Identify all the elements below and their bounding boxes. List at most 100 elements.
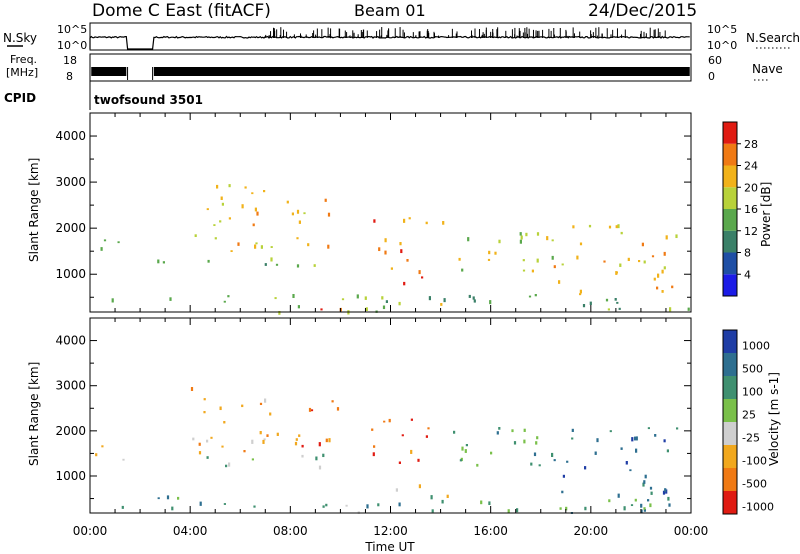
range-cell [318, 442, 321, 447]
range-cell [559, 507, 562, 510]
range-cell [656, 286, 659, 290]
colorbar-swatch [723, 165, 737, 188]
range-cell [498, 239, 501, 244]
range-cell [640, 509, 643, 513]
range-cell [607, 308, 610, 311]
xtick-label: 20:00 [574, 524, 609, 538]
beam-title: Beam 01 [354, 1, 426, 20]
range-cell [551, 452, 554, 458]
range-cell [294, 441, 298, 446]
xtick-label: 00:00 [73, 524, 108, 538]
range-cell [511, 429, 514, 433]
range-cell [410, 418, 413, 421]
range-cell [255, 242, 258, 245]
range-cell [385, 300, 388, 303]
range-cell [588, 224, 592, 228]
range-cell [399, 242, 402, 246]
range-cell [561, 263, 564, 266]
colorbar-swatch [723, 445, 737, 468]
range-cell [579, 293, 582, 296]
range-cell [417, 458, 420, 462]
time-axis: 00:00 04:00 08:00 12:00 16:00 20:00 00:00 [73, 113, 708, 538]
range-cell [582, 304, 586, 308]
range-cell [661, 290, 664, 293]
range-cell [643, 260, 646, 264]
range-cell [667, 496, 670, 501]
range-cell [467, 237, 470, 242]
range-cell [616, 301, 619, 304]
range-cell [324, 198, 327, 202]
range-cell [643, 480, 646, 484]
range-cell [418, 270, 421, 275]
range-cell [372, 452, 375, 457]
range-cell [398, 502, 401, 507]
range-cell [252, 223, 255, 227]
range-cell [206, 439, 209, 443]
colorbar-frame [722, 329, 738, 515]
range-cell [562, 474, 565, 478]
range-cell [296, 264, 300, 268]
range-cell [398, 301, 401, 306]
range-cell [643, 507, 646, 510]
range-cell [95, 453, 98, 457]
range-cell [530, 462, 533, 466]
range-cell [520, 235, 523, 240]
range-cell [336, 407, 340, 411]
range-cell [315, 456, 318, 461]
range-cell [666, 449, 669, 453]
range-cell [446, 494, 449, 498]
range-cell [551, 255, 554, 260]
range-cell [643, 509, 646, 512]
range-cell [298, 220, 301, 224]
range-cell [220, 196, 223, 200]
power-yticks: 4000 3000 2000 1000 [55, 129, 691, 298]
range-cell [297, 305, 300, 309]
range-cell [620, 231, 623, 235]
velocity-colorbar: 1000 500 100 25 -25 -100 -500 -1000 [722, 329, 774, 515]
range-cell [325, 503, 328, 507]
range-cell [671, 285, 674, 289]
range-cell [430, 495, 433, 500]
freq-band [153, 67, 690, 76]
range-cell [561, 490, 564, 494]
range-cell [223, 503, 226, 505]
range-cell [251, 458, 254, 461]
range-cell [320, 308, 323, 311]
range-cell [584, 506, 587, 511]
range-cell [617, 493, 620, 498]
range-cell [465, 444, 468, 447]
colorbar-tick-label: -25 [742, 432, 760, 445]
range-cell [103, 239, 107, 242]
range-cell [418, 484, 421, 489]
range-cell [383, 420, 386, 423]
noise-right-tick-bottom: 10^0 [707, 39, 737, 52]
range-cell [627, 257, 630, 262]
range-cell [668, 503, 671, 507]
range-cell [223, 421, 226, 424]
range-cell [634, 498, 637, 502]
range-cell [227, 295, 230, 298]
range-cell [625, 461, 628, 465]
noise-right-tick-top: 10^5 [707, 23, 737, 36]
colorbar-tick-label: 1000 [742, 340, 770, 353]
freq-right-tick-bottom: 0 [708, 70, 715, 83]
range-cell [653, 277, 656, 281]
range-cell [390, 267, 393, 270]
range-cell [263, 190, 266, 193]
range-cell [213, 224, 216, 227]
range-cell [534, 294, 537, 297]
range-cell [489, 300, 492, 305]
colorbar-tick-label: 25 [742, 409, 756, 422]
colorbar-swatch [723, 274, 737, 296]
range-cell [528, 295, 532, 298]
colorbar-swatch [723, 468, 737, 491]
ytick-label: 3000 [55, 379, 86, 393]
range-cell [221, 445, 224, 448]
power-colorbar: 28 24 20 16 12 8 4 [722, 121, 758, 297]
colorbar-swatch [723, 209, 737, 231]
range-cell [259, 431, 262, 435]
range-cell [513, 441, 517, 445]
xtick-label: 16:00 [473, 524, 508, 538]
range-cell [325, 438, 328, 443]
